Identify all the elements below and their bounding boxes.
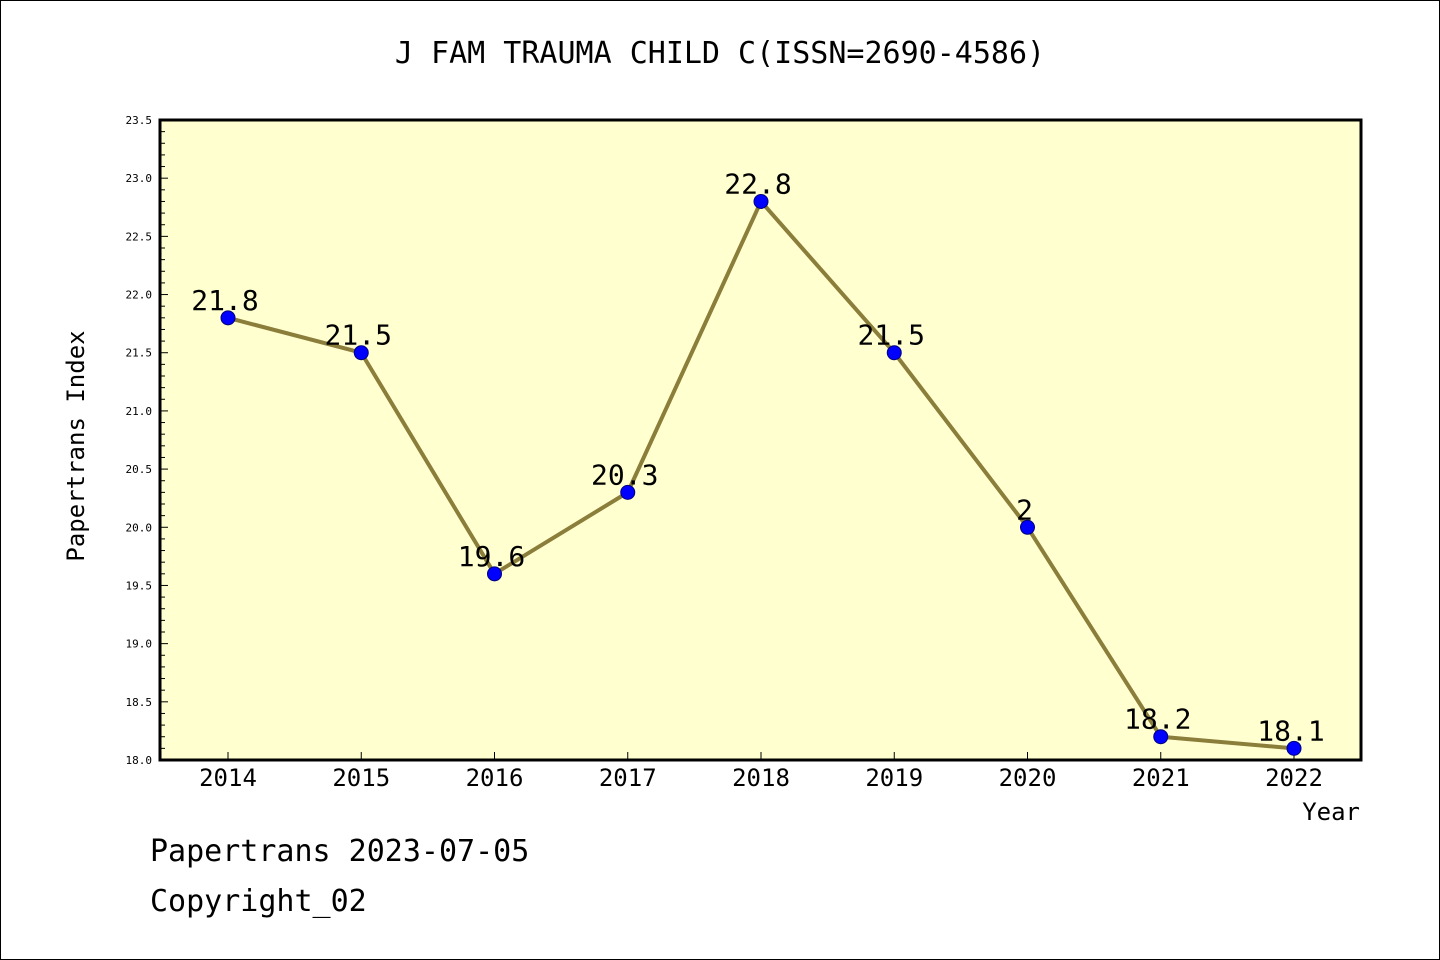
y-tick-label: 22.5 [126, 230, 153, 243]
data-point [1153, 729, 1169, 745]
y-tick-label: 18.5 [126, 696, 153, 709]
data-label: 21.5 [325, 319, 392, 352]
x-tick-label: 2020 [999, 764, 1057, 792]
y-tick-label: 19.5 [126, 579, 153, 592]
data-point [220, 310, 236, 326]
y-tick-label: 22.0 [126, 289, 153, 302]
y-tick-label: 20.5 [126, 463, 153, 476]
x-tick-label: 2014 [199, 764, 257, 792]
data-label: 2 [1016, 493, 1033, 526]
x-tick-label: 2018 [732, 764, 790, 792]
x-tick-label: 2019 [865, 764, 923, 792]
chart-title: J FAM TRAUMA CHILD C(ISSN=2690-4586) [394, 36, 1046, 71]
data-point [753, 193, 769, 209]
data-label: 21.5 [858, 319, 925, 352]
y-tick-label: 23.5 [126, 114, 153, 127]
y-tick-label: 21.5 [126, 347, 153, 360]
data-point [487, 566, 502, 582]
x-tick-label: 2016 [466, 764, 524, 792]
data-label: 21.8 [191, 284, 258, 317]
y-tick-label: 19.0 [126, 638, 153, 651]
data-label: 22.8 [724, 167, 791, 200]
plot-border [158, 118, 1363, 762]
y-tick-label: 23.0 [126, 172, 153, 185]
x-tick-label: 2022 [1265, 764, 1323, 792]
data-label: 19.6 [458, 540, 525, 573]
data-point [886, 345, 902, 361]
y-axis-label: Papertrans Index [62, 330, 90, 561]
x-axis-label: Year [1302, 798, 1360, 826]
y-tick-label: 20.0 [126, 521, 153, 534]
x-tick-label: 2017 [599, 764, 657, 792]
x-tick-label: 2015 [332, 764, 390, 792]
data-point [620, 484, 636, 500]
footer-source-date: Papertrans 2023-07-05 [150, 834, 530, 869]
x-tick-label: 2021 [1132, 764, 1190, 792]
y-tick-label: 18.0 [126, 754, 153, 767]
data-point [1020, 519, 1035, 535]
y-tick-label: 21.0 [126, 405, 153, 418]
data-label: 18.2 [1124, 703, 1191, 736]
footer-copyright: Copyright_02 [150, 884, 367, 919]
data-point [1286, 740, 1302, 756]
data-label: 20.3 [591, 458, 658, 491]
data-point [353, 345, 369, 361]
data-label: 18.1 [1257, 714, 1324, 747]
plot-area [160, 120, 1361, 760]
